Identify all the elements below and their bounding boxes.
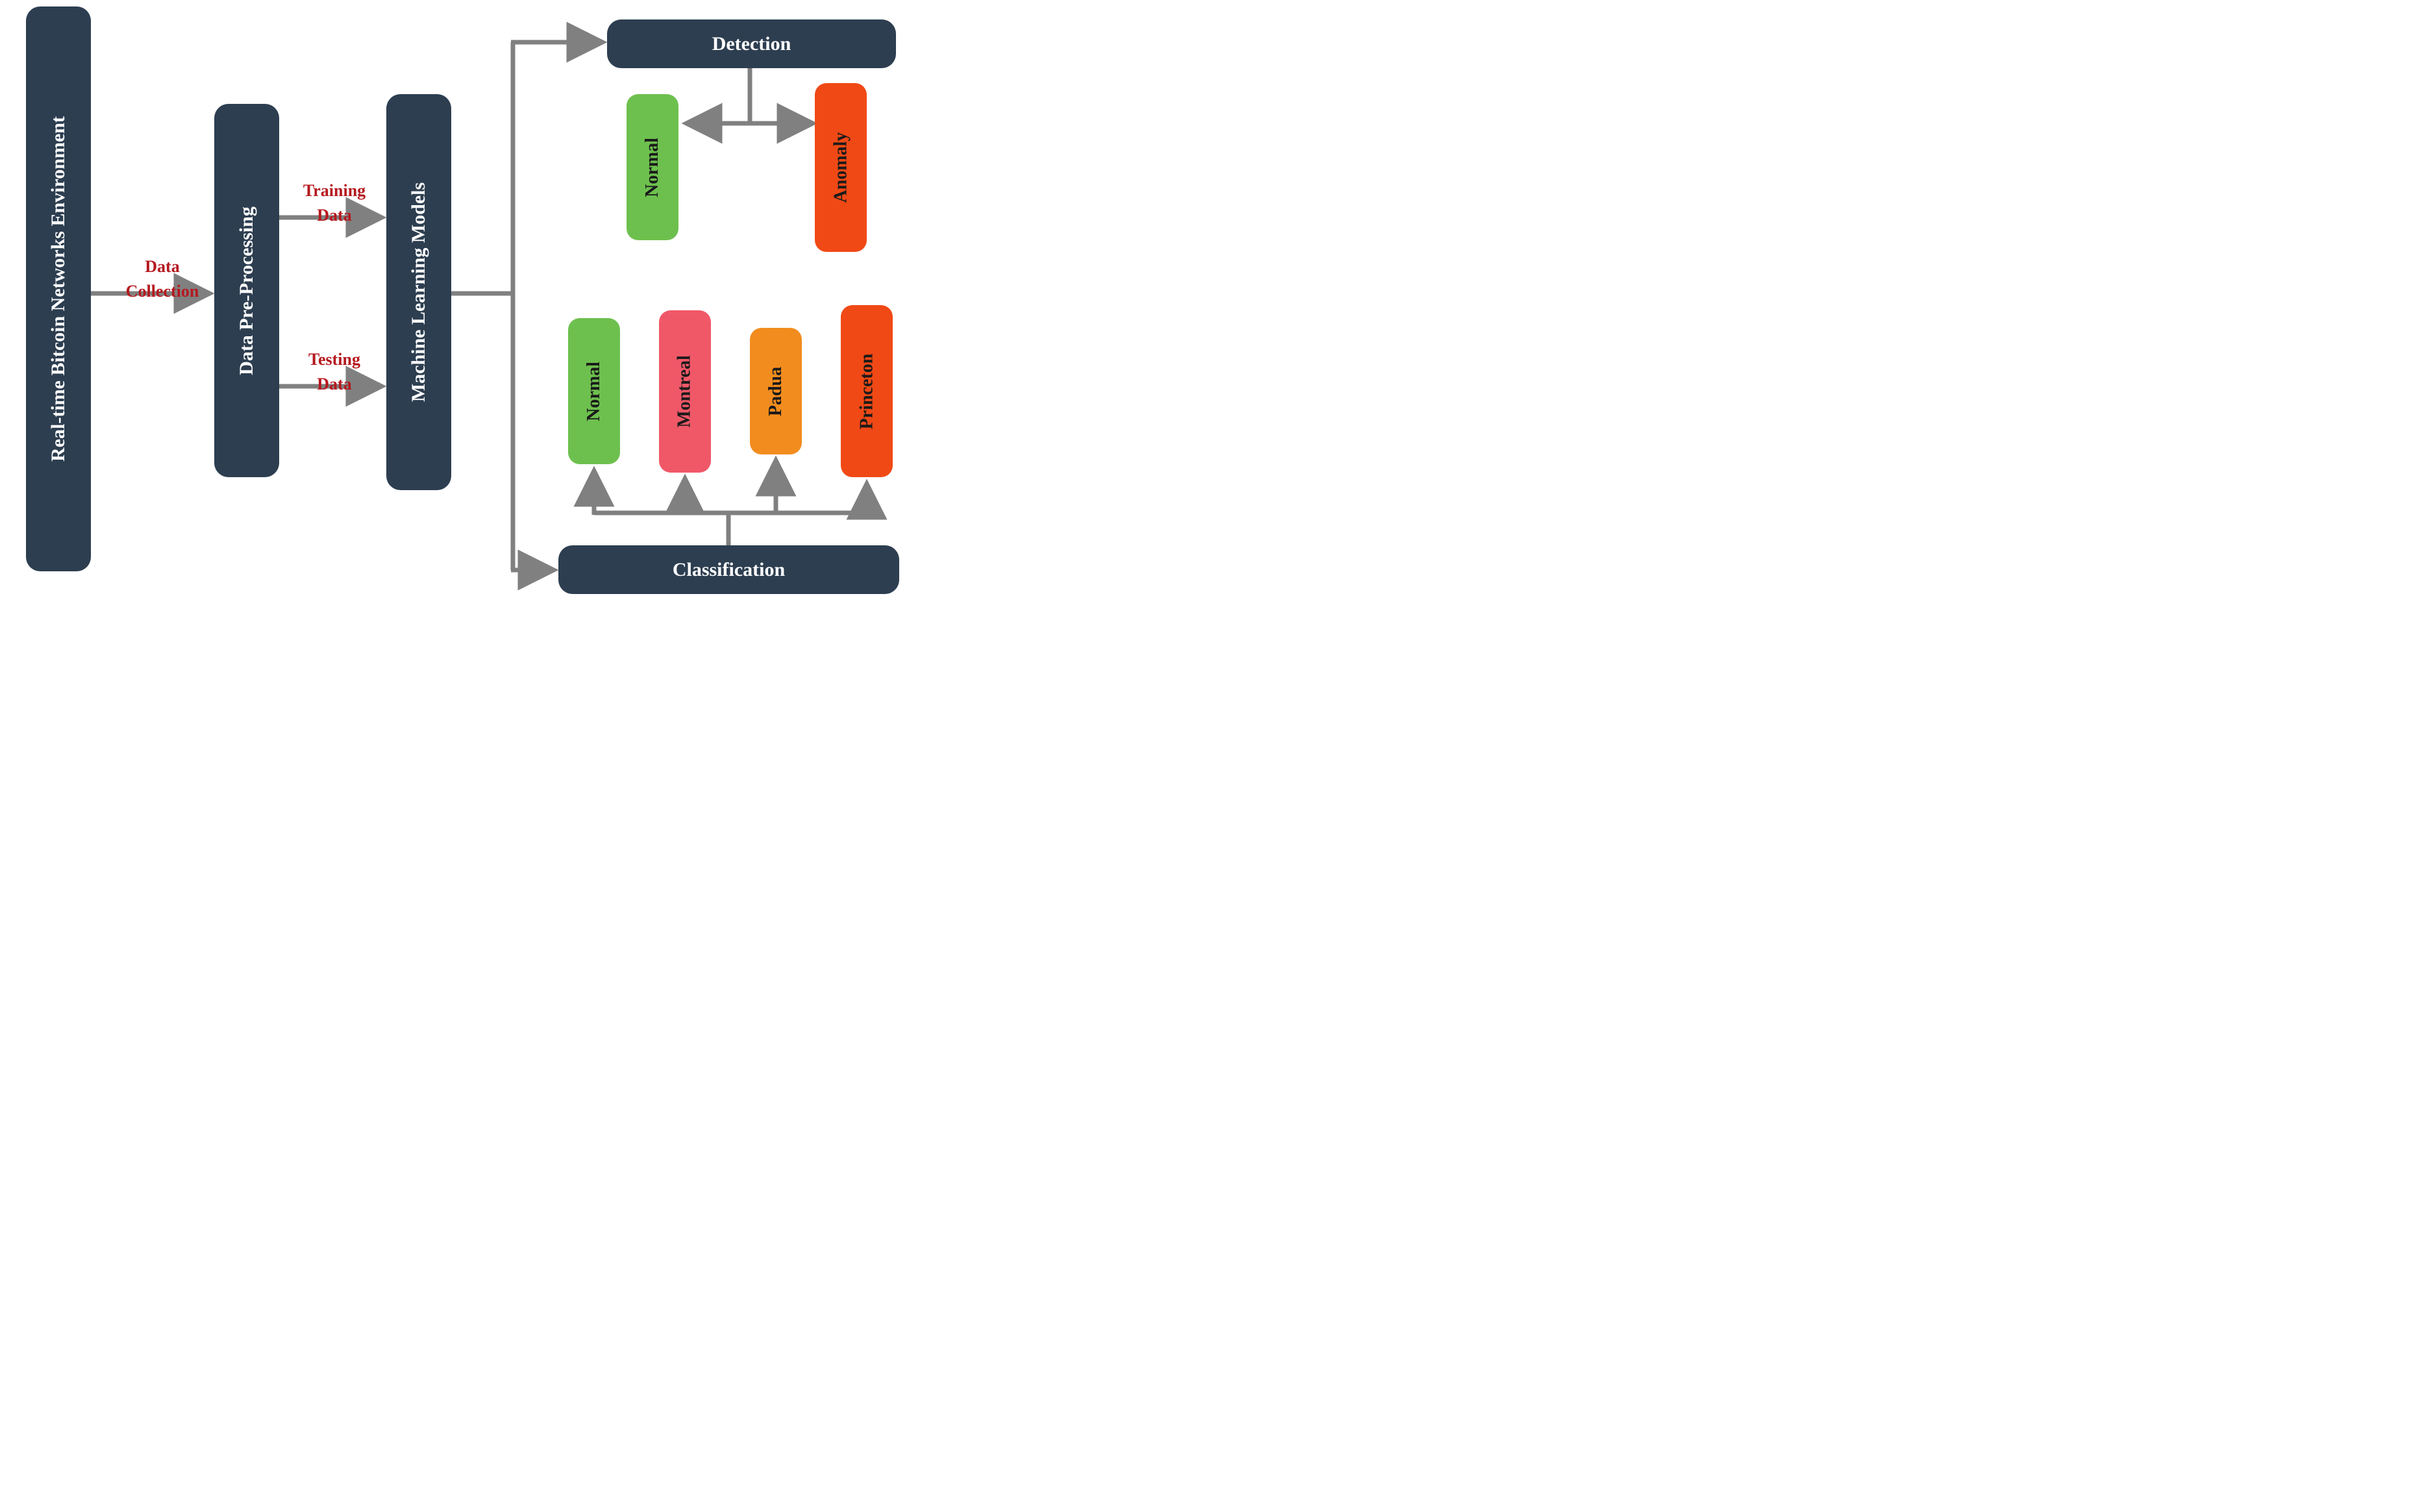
edge-label-line: Data (317, 206, 351, 225)
node-label: Detection (712, 33, 791, 55)
flowchart-stage: Data Collection Training Data Testing Da… (0, 0, 974, 604)
node-class-princeton: Princeton (841, 305, 893, 477)
edge-label-train: Training Data (286, 179, 383, 227)
node-ml: Machine Learning Models (386, 94, 451, 490)
node-label: Normal (642, 138, 663, 197)
node-label: Machine Learning Models (408, 182, 430, 402)
node-preproc: Data Pre-Processing (214, 104, 279, 477)
node-label: Princeton (856, 353, 877, 429)
node-label: Padua (765, 366, 786, 415)
node-detect-normal: Normal (627, 94, 678, 240)
node-class-padua: Padua (750, 328, 802, 454)
edge-label-line: Collection (126, 282, 199, 301)
node-detect-anomaly: Anomaly (815, 83, 867, 252)
node-label: Classification (673, 559, 785, 581)
edge-label-collect: Data Collection (114, 254, 211, 303)
edge-label-test: Testing Data (286, 347, 383, 396)
node-label: Normal (584, 362, 604, 421)
edge-label-line: Data (145, 257, 179, 276)
node-label: Data Pre-Processing (236, 206, 258, 375)
node-label: Real-time Bitcoin Networks Environment (47, 116, 69, 462)
node-class-montreal: Montreal (659, 310, 711, 473)
edge-label-line: Training (303, 181, 366, 200)
edge-label-line: Testing (308, 350, 360, 369)
node-class-normal: Normal (568, 318, 620, 464)
edge-label-line: Data (317, 375, 351, 393)
node-label: Anomaly (830, 132, 851, 203)
node-label: Montreal (675, 355, 695, 427)
node-detect: Detection (607, 19, 896, 68)
node-classify: Classification (558, 545, 899, 594)
node-env: Real-time Bitcoin Networks Environment (26, 6, 91, 571)
